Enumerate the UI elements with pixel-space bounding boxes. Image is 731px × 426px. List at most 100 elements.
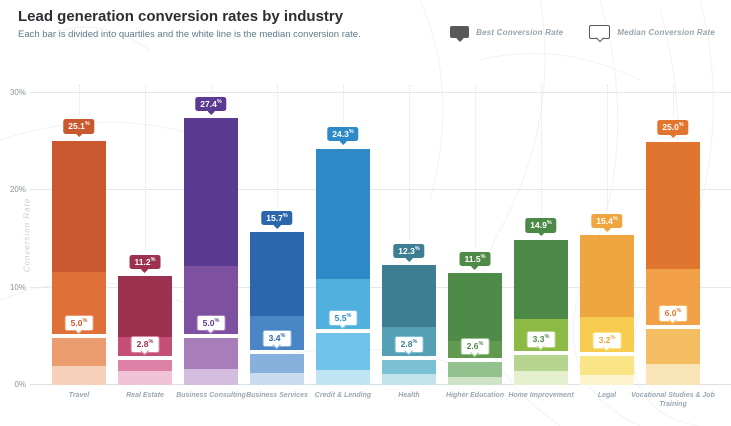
y-tick-label-10: 10%: [9, 282, 26, 292]
guide-line-real-estate: [145, 85, 146, 250]
legend-label-best: Best Conversion Rate: [476, 27, 564, 37]
x-label-business-services: Business Services: [246, 392, 308, 399]
bar-real-estate[interactable]: 11.2% 2.8%: [118, 254, 172, 385]
best-label-tail: [471, 262, 479, 270]
quartile-segment-q2[interactable]: [448, 361, 502, 378]
best-rate-label-business-services: 15.7%: [261, 210, 293, 229]
best-rate-label-higher-education: 11.5%: [459, 251, 491, 270]
best-label-tail: [339, 137, 347, 146]
y-tick-label-30: 30%: [9, 88, 26, 97]
x-label-travel: Travel: [68, 392, 90, 399]
page-subtitle: Each bar is divided into quartiles and t…: [18, 29, 361, 40]
gridline-20: [30, 189, 731, 191]
quartile-segment-q2[interactable]: [382, 359, 436, 375]
best-label-tail: [141, 265, 149, 273]
gridline-30: [30, 92, 731, 93]
guide-line-health: [409, 85, 410, 240]
quartile-segment-q4[interactable]: [646, 141, 700, 270]
y-tick-label-20: 20%: [9, 185, 26, 195]
legend-label-median: Median Conversion Rate: [617, 27, 715, 37]
quartile-segment-q2[interactable]: [184, 338, 238, 370]
guide-line-higher-education: [475, 85, 476, 248]
quartile-segment-q2[interactable]: [316, 333, 370, 371]
quartile-segment-q4[interactable]: [52, 140, 106, 273]
median-rate-label-credit-lending: 5.5%: [328, 309, 358, 330]
median-rate-label-business-consulting: 5.0%: [196, 314, 226, 335]
legend-item-best: Best Conversion Rate: [450, 26, 564, 43]
bar-credit-lending[interactable]: 24.3% 5.5%: [316, 126, 370, 385]
quartile-segment-q1[interactable]: [646, 363, 700, 385]
x-label-home-improvement: Home Improvement: [508, 392, 574, 399]
median-rate-label-real-estate: 2.8%: [130, 336, 160, 356]
quartile-segment-q1[interactable]: [382, 374, 436, 385]
quartile-segment-q4[interactable]: [184, 118, 238, 267]
quartile-segment-q4[interactable]: [448, 273, 502, 342]
best-rate-label-home-improvement: 14.9%: [525, 218, 557, 237]
best-label-tail: [273, 221, 281, 229]
x-label-legal: Legal: [597, 392, 617, 399]
quartile-segment-q4[interactable]: [580, 235, 634, 317]
quartile-segment-q4[interactable]: [118, 276, 172, 338]
quartile-segment-q4[interactable]: [382, 265, 436, 327]
guide-line-business-consulting: [211, 85, 212, 93]
quartile-segment-q1[interactable]: [118, 371, 172, 385]
median-rate-tooltip-icon: [589, 25, 611, 43]
quartile-segment-q4[interactable]: [514, 240, 568, 319]
bar-vocational-studies-job-training[interactable]: 25.0% 6.0%: [646, 120, 700, 385]
x-label-higher-education: Higher Education: [446, 392, 504, 399]
quartile-segment-q1[interactable]: [316, 370, 370, 385]
legend-item-median: Median Conversion Rate: [589, 25, 715, 43]
guide-line-credit-lending: [343, 85, 344, 123]
best-rate-tooltip-icon: [450, 26, 470, 43]
bar-higher-education[interactable]: 11.5% 2.6%: [448, 251, 502, 385]
quartile-segment-q2[interactable]: [118, 359, 172, 372]
best-label-tail: [207, 107, 215, 115]
bar-business-consulting[interactable]: 27.4% 5.0%: [184, 96, 238, 385]
median-rate-label-home-improvement: 3.3%: [526, 331, 556, 351]
y-tick-label-0: 0%: [14, 380, 26, 389]
quartile-segment-q1[interactable]: [514, 371, 568, 385]
guide-line-travel: [79, 85, 80, 115]
quartile-segment-q1[interactable]: [448, 377, 502, 385]
quartile-segment-q2[interactable]: [52, 338, 106, 366]
quartile-segment-q1[interactable]: [250, 373, 304, 385]
best-rate-label-credit-lending: 24.3%: [327, 126, 359, 146]
best-rate-label-travel: 25.1%: [63, 119, 95, 138]
quartile-segment-q4[interactable]: [316, 148, 370, 279]
best-rate-label-vocational-studies-job-training: 25.0%: [657, 120, 689, 139]
quartile-segment-q1[interactable]: [184, 369, 238, 385]
guide-line-legal: [607, 85, 608, 210]
median-rate-label-business-services: 3.4%: [262, 330, 292, 350]
bar-home-improvement[interactable]: 14.9% 3.3%: [514, 218, 568, 385]
page-title: Lead generation conversion rates by indu…: [18, 8, 344, 25]
guide-line-vocational-studies-job-training: [673, 85, 674, 116]
median-rate-label-vocational-studies-job-training: 6.0%: [658, 305, 688, 325]
bar-legal[interactable]: 15.4% 3.2%: [580, 213, 634, 385]
quartile-segment-q1[interactable]: [52, 365, 106, 385]
guide-line-home-improvement: [541, 85, 542, 214]
bar-travel[interactable]: 25.1% 5.0%: [52, 119, 106, 385]
chart-legend: Best Conversion Rate Median Conversion R…: [450, 25, 715, 43]
best-rate-label-business-consulting: 27.4%: [195, 96, 227, 115]
bar-health[interactable]: 12.3% 2.8%: [382, 243, 436, 385]
quartile-segment-q2[interactable]: [250, 353, 304, 374]
quartile-segment-q2[interactable]: [580, 355, 634, 376]
best-label-tail: [537, 229, 545, 237]
best-label-tail: [669, 131, 677, 139]
quartile-segment-q1[interactable]: [580, 375, 634, 385]
quartile-segment-q2[interactable]: [514, 354, 568, 372]
bar-business-services[interactable]: 15.7% 3.4%: [250, 210, 304, 385]
best-rate-label-real-estate: 11.2%: [129, 254, 161, 273]
median-rate-label-health: 2.8%: [394, 336, 424, 356]
median-rate-label-higher-education: 2.6%: [460, 338, 490, 358]
gridline-10: [30, 286, 731, 288]
best-label-tail: [405, 254, 413, 262]
best-label-tail: [603, 224, 611, 232]
best-rate-label-health: 12.3%: [393, 243, 425, 262]
quartile-segment-q2[interactable]: [646, 328, 700, 364]
quartile-segment-q4[interactable]: [250, 232, 304, 316]
guide-line-business-services: [277, 85, 278, 207]
gridline-0: [30, 384, 731, 385]
x-label-vocational-studies-job-training: Vocational Studies & Job Training: [631, 392, 715, 409]
